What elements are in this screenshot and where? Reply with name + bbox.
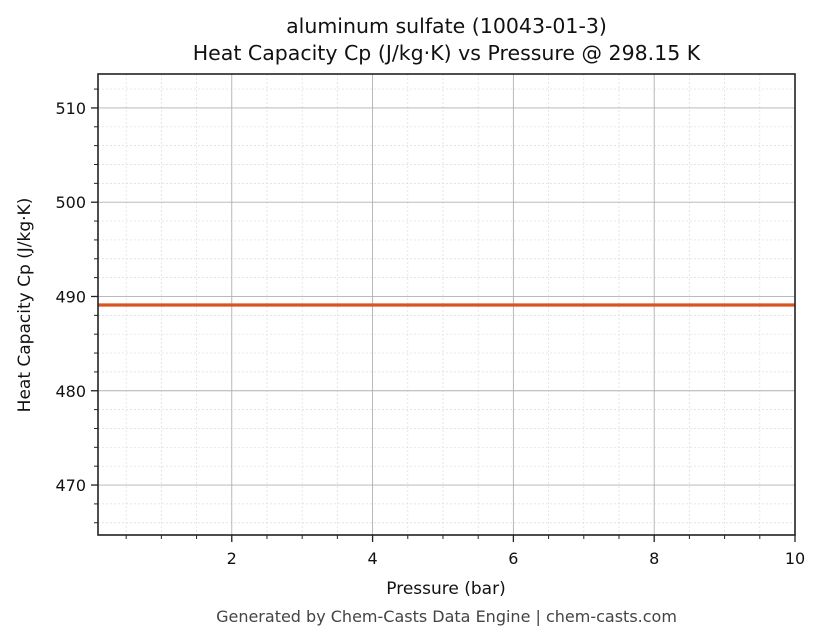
y-tick-label: 490 [55, 287, 86, 306]
y-tick-label: 480 [55, 382, 86, 401]
x-tick-label: 8 [649, 549, 659, 568]
x-tick-label: 10 [785, 549, 805, 568]
x-tick-label: 6 [508, 549, 518, 568]
x-tick-label: 2 [227, 549, 237, 568]
x-tick-label: 4 [367, 549, 377, 568]
tick-labels: 2 4 6 8 10 470 480 490 500 510 [55, 99, 805, 568]
footer-credit: Generated by Chem-Casts Data Engine | ch… [216, 607, 677, 626]
y-tick-label: 510 [55, 99, 86, 118]
x-axis-label: Pressure (bar) [386, 579, 505, 599]
chart-title-line1: aluminum sulfate (10043-01-3) [286, 14, 607, 38]
y-tick-label: 500 [55, 193, 86, 212]
chart-title-line2: Heat Capacity Cp (J/kg·K) vs Pressure @ … [192, 41, 701, 65]
y-tick-label: 470 [55, 476, 86, 495]
minor-grid [98, 74, 795, 535]
y-axis-label: Heat Capacity Cp (J/kg·K) [15, 198, 35, 413]
axis-ticks [91, 88, 796, 542]
plot-frame [97, 73, 796, 536]
